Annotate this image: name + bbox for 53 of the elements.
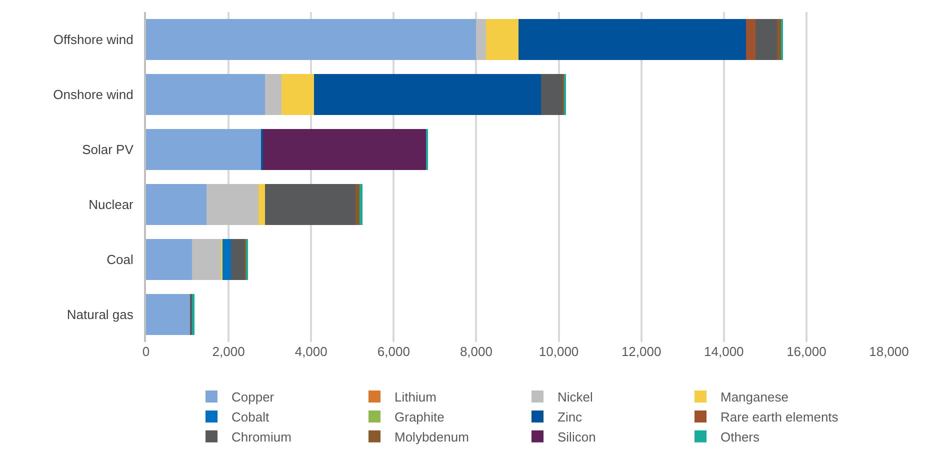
legend-label: Others bbox=[720, 429, 760, 444]
x-tick-label: 18,000 bbox=[869, 344, 909, 359]
bar bbox=[314, 74, 542, 116]
legend-label: Rare earth elements bbox=[720, 410, 839, 425]
bar bbox=[486, 18, 519, 60]
x-tick-label: 4,000 bbox=[294, 344, 328, 359]
bar bbox=[359, 184, 363, 226]
x-tick-label: 8,000 bbox=[460, 344, 492, 359]
x-tick-label: 2,000 bbox=[212, 344, 245, 359]
bar bbox=[262, 128, 426, 170]
bar bbox=[146, 74, 265, 116]
bar bbox=[476, 18, 486, 60]
x-tick-label: 6,000 bbox=[377, 344, 410, 359]
y-tick-label: Onshore wind bbox=[53, 87, 134, 102]
bar bbox=[264, 74, 282, 116]
bar bbox=[281, 74, 314, 116]
bar bbox=[192, 238, 222, 280]
x-tick-label: 16,000 bbox=[786, 344, 826, 359]
bar bbox=[206, 184, 259, 226]
y-tick-label: Nuclear bbox=[88, 197, 134, 212]
y-tick-label: Coal bbox=[106, 252, 134, 268]
bar bbox=[264, 184, 356, 226]
bar bbox=[146, 128, 262, 170]
bar bbox=[777, 18, 782, 60]
bar bbox=[222, 238, 232, 280]
legend-label: Nickel bbox=[558, 390, 594, 405]
legend-label: Lithium bbox=[394, 390, 436, 405]
legend-label: Copper bbox=[232, 390, 275, 405]
bar bbox=[355, 184, 360, 226]
legend-label: Silicon bbox=[558, 429, 596, 444]
bar bbox=[231, 238, 245, 280]
bar bbox=[146, 18, 476, 60]
legend-label: Chromium bbox=[232, 429, 292, 444]
legend-label: Cobalt bbox=[232, 410, 270, 425]
x-tick-label: 14,000 bbox=[704, 344, 744, 359]
x-tick-label: 12,000 bbox=[621, 344, 662, 359]
bar bbox=[746, 18, 756, 60]
bar bbox=[146, 184, 207, 226]
bar bbox=[541, 74, 562, 116]
bar bbox=[756, 18, 778, 60]
y-tick-label: Natural gas bbox=[66, 307, 134, 322]
y-tick-label: Solar PV bbox=[82, 142, 134, 158]
legend-label: Manganese bbox=[720, 390, 788, 405]
legend-label: Zinc bbox=[558, 410, 583, 425]
bar bbox=[146, 238, 192, 280]
x-tick-label: 10,000 bbox=[538, 344, 579, 359]
legend-label: Graphite bbox=[394, 410, 444, 425]
bar bbox=[146, 294, 191, 336]
bar bbox=[258, 184, 265, 226]
legend-label: Molybdenum bbox=[394, 429, 469, 444]
bar bbox=[518, 18, 746, 60]
x-tick-label: 0 bbox=[142, 344, 150, 359]
y-tick-label: Offshore wind bbox=[53, 32, 134, 48]
